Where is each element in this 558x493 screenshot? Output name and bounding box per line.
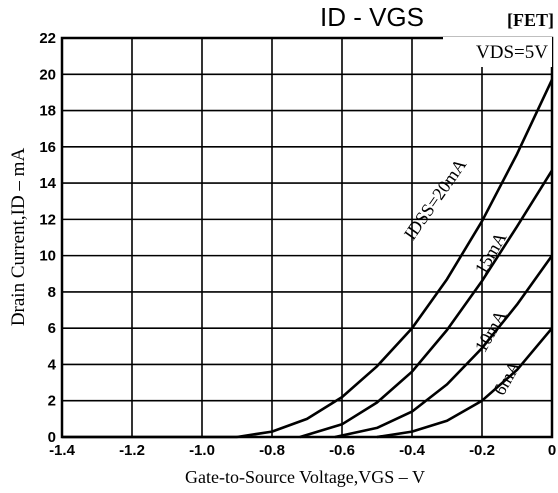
y-tick-label: 22 bbox=[39, 30, 56, 47]
chart-title: ID - VGS bbox=[320, 2, 424, 32]
x-tick-label: -0.8 bbox=[259, 442, 285, 459]
x-tick-label: -1.2 bbox=[119, 442, 145, 459]
x-tick-label: -0.2 bbox=[469, 442, 495, 459]
x-tick-label: -0.6 bbox=[329, 442, 355, 459]
y-tick-label: 2 bbox=[48, 393, 56, 410]
x-tick-label: -1.4 bbox=[49, 442, 76, 459]
x-tick-label: 0 bbox=[548, 442, 556, 459]
series-curve-1 bbox=[299, 169, 554, 439]
y-axis-label: Drain Current,ID – mA bbox=[8, 148, 29, 327]
series-label: 6mA bbox=[489, 357, 524, 398]
y-tick-label: 18 bbox=[39, 103, 56, 120]
condition-box bbox=[443, 37, 552, 67]
y-tick-label: 12 bbox=[39, 211, 56, 228]
series-curve-0 bbox=[236, 79, 554, 439]
y-tick-label: 6 bbox=[48, 320, 56, 337]
y-tick-label: 10 bbox=[39, 248, 56, 265]
y-tick-label: 4 bbox=[48, 356, 57, 373]
chart-tag: [FET] bbox=[507, 10, 554, 30]
y-tick-label: 8 bbox=[48, 284, 56, 301]
series-curve-2 bbox=[334, 254, 554, 439]
y-tick-label: 0 bbox=[48, 429, 56, 446]
x-tick-labels: -1.4 -1.2 -1.0 -0.8 -0.6 -0.4 -0.2 0 bbox=[49, 442, 556, 459]
x-axis-label: Gate-to-Source Voltage,VGS – V bbox=[185, 467, 425, 487]
plot-frame bbox=[60, 36, 554, 439]
curves bbox=[62, 79, 554, 439]
series-curve-3 bbox=[376, 327, 553, 439]
series-label: IDSS=20mA bbox=[400, 155, 470, 244]
grid bbox=[60, 36, 554, 439]
series-label: 10mA bbox=[471, 307, 511, 356]
x-tick-label: -0.4 bbox=[399, 442, 426, 459]
series-label: 15mA bbox=[471, 229, 511, 278]
x-tick-label: -1.0 bbox=[189, 442, 215, 459]
y-tick-labels: 0 2 4 6 8 10 12 14 16 18 20 22 bbox=[39, 30, 56, 446]
y-tick-label: 16 bbox=[39, 139, 56, 156]
y-tick-label: 20 bbox=[39, 66, 56, 83]
y-tick-label: 14 bbox=[39, 175, 56, 192]
condition-label: VDS=5V bbox=[476, 42, 548, 63]
